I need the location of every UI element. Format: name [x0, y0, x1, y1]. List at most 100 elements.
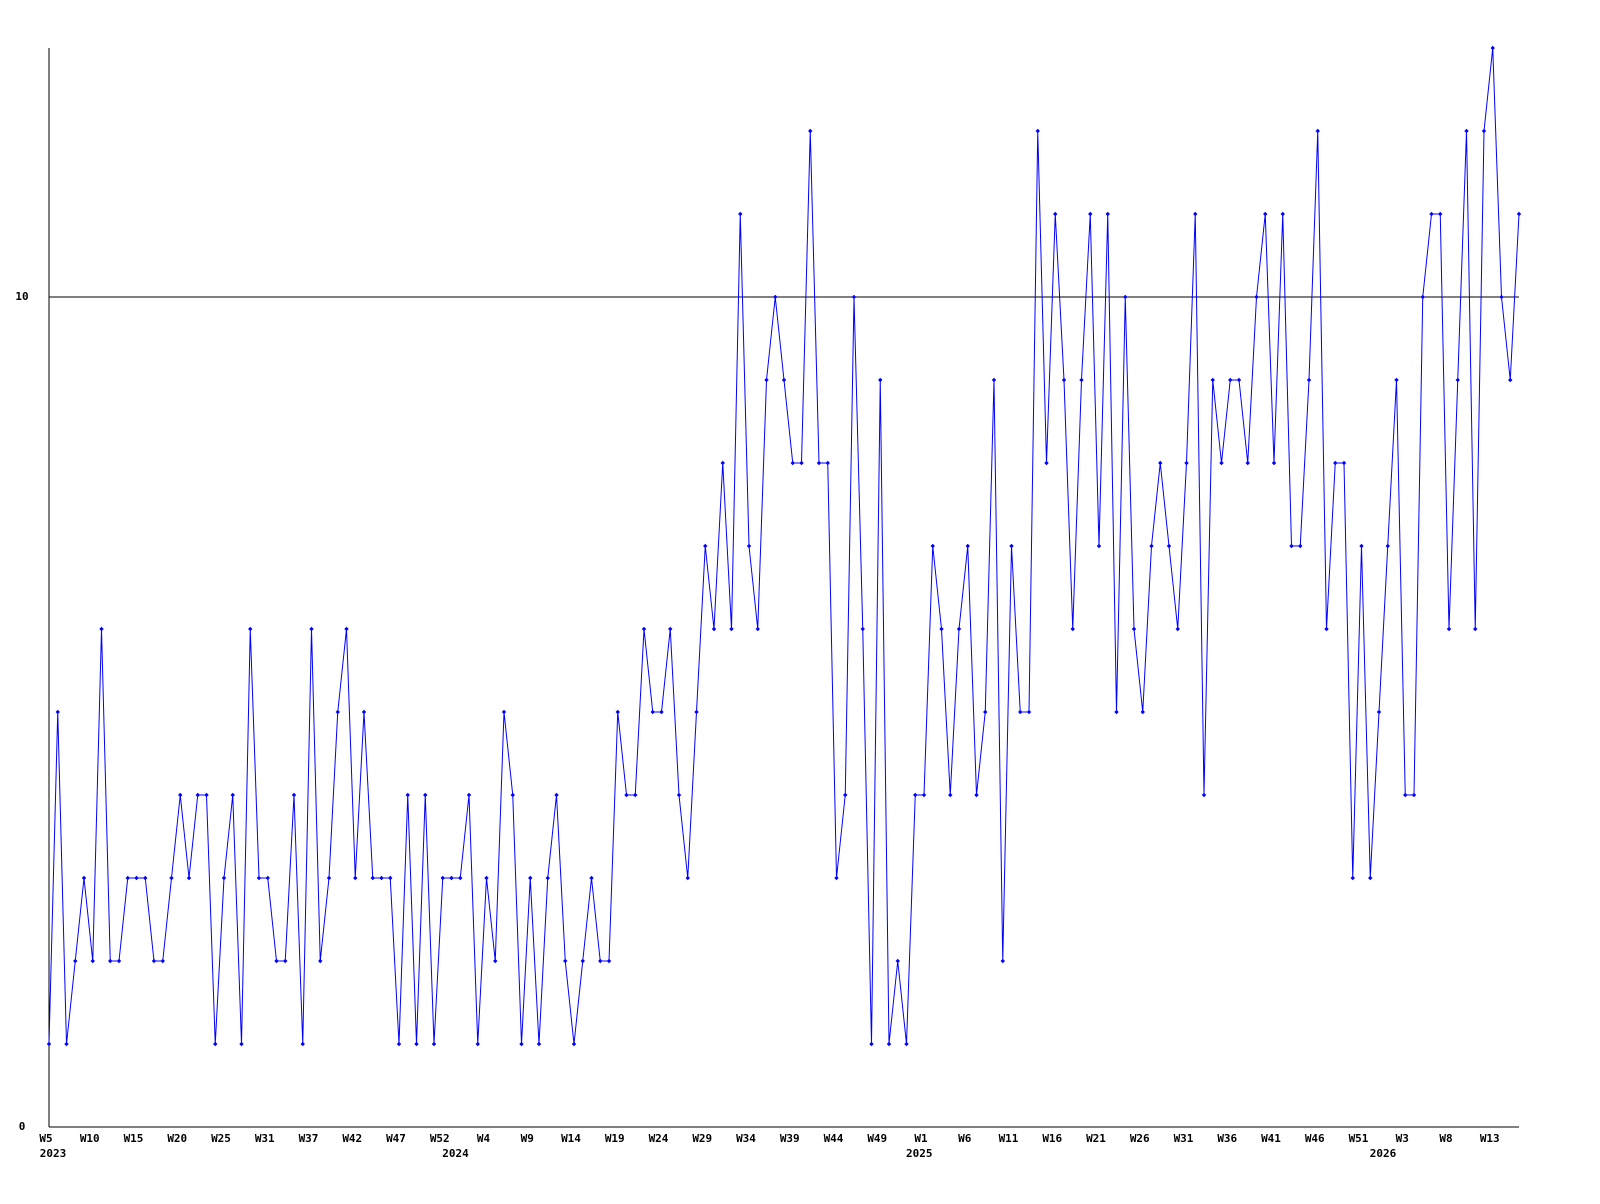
data-point: [64, 1041, 69, 1047]
data-point: [423, 792, 428, 798]
data-point: [1061, 377, 1067, 383]
data-point: [195, 792, 200, 798]
data-point: [99, 626, 104, 632]
x-tick-label: W42: [342, 1132, 362, 1145]
data-point: [1280, 211, 1285, 217]
data-point: [431, 1041, 437, 1047]
data-point: [1053, 211, 1058, 217]
data-point: [440, 875, 445, 881]
data-point: [46, 1041, 52, 1047]
data-point: [1201, 792, 1207, 798]
x-tick-label: W24: [649, 1132, 669, 1145]
data-point: [1411, 792, 1417, 798]
data-point: [685, 875, 690, 881]
y-tick-label: 0: [19, 1120, 26, 1133]
x-tick-label: W25: [211, 1132, 231, 1145]
data-point: [615, 709, 620, 715]
data-point: [939, 626, 944, 632]
data-point: [1131, 626, 1137, 632]
data-point: [1473, 626, 1478, 632]
data-point: [1088, 211, 1093, 217]
x-tick-label: W52: [430, 1132, 450, 1145]
data-point: [921, 792, 927, 798]
data-point: [90, 958, 95, 964]
data-point: [1254, 294, 1259, 300]
data-point: [1376, 709, 1382, 715]
data-point: [1516, 211, 1522, 217]
data-point: [860, 626, 865, 632]
data-point: [318, 958, 323, 964]
data-point: [1271, 460, 1277, 466]
data-point: [1508, 377, 1513, 383]
data-point: [1420, 294, 1425, 300]
data-point: [1359, 543, 1364, 549]
x-tick-label: W36: [1217, 1132, 1237, 1145]
data-point: [536, 1041, 542, 1047]
data-point: [1341, 460, 1347, 466]
data-point: [738, 211, 743, 217]
x-tick-label: W10: [80, 1132, 100, 1145]
year-label: 2026: [1370, 1147, 1397, 1160]
x-tick-label: W49: [867, 1132, 887, 1145]
x-tick-label: W51: [1349, 1132, 1369, 1145]
data-point: [405, 792, 410, 798]
data-point: [1333, 460, 1338, 466]
data-point: [1009, 543, 1014, 549]
x-tick-label: W19: [605, 1132, 625, 1145]
x-tick-label: W31: [1174, 1132, 1194, 1145]
data-point: [799, 460, 804, 466]
data-point: [125, 875, 130, 881]
data-point: [256, 875, 262, 881]
data-point: [1289, 543, 1294, 549]
data-point: [1306, 377, 1312, 383]
data-point: [248, 626, 253, 632]
data-point: [1236, 377, 1242, 383]
data-point: [1044, 460, 1049, 466]
data-point: [501, 709, 507, 715]
data-point: [1079, 377, 1084, 383]
data-point: [948, 792, 953, 798]
data-point: [1210, 377, 1215, 383]
data-point: [1368, 875, 1373, 881]
data-point: [1166, 543, 1172, 549]
data-point: [1403, 792, 1408, 798]
data-point: [563, 958, 568, 964]
data-point: [1070, 626, 1075, 632]
data-point: [379, 875, 384, 881]
y-tick-label: 10: [15, 290, 28, 303]
data-point: [1184, 460, 1189, 466]
data-point: [554, 792, 559, 798]
data-point: [974, 792, 979, 798]
data-point: [904, 1041, 909, 1047]
year-label: 2023: [40, 1147, 67, 1160]
data-point: [1499, 294, 1504, 300]
data-point: [650, 709, 655, 715]
data-point: [965, 543, 970, 549]
data-point: [1455, 377, 1460, 383]
data-point: [169, 875, 174, 881]
data-point: [606, 958, 612, 964]
data-point: [484, 875, 489, 881]
data-point: [1105, 211, 1110, 217]
x-tick-label: W4: [477, 1132, 491, 1145]
x-tick-label: W26: [1130, 1132, 1150, 1145]
data-point: [598, 958, 603, 964]
x-tick-label: W21: [1086, 1132, 1106, 1145]
data-point: [265, 875, 270, 881]
data-point: [694, 709, 699, 715]
data-point: [510, 792, 515, 798]
data-point: [843, 792, 848, 798]
data-point: [55, 709, 60, 715]
data-point: [274, 958, 279, 964]
data-point: [886, 1041, 892, 1047]
data-point: [1219, 460, 1224, 466]
data-point: [983, 709, 988, 715]
data-point: [221, 875, 227, 881]
data-point: [641, 626, 647, 632]
data-point: [1324, 626, 1329, 632]
data-point: [659, 709, 664, 715]
data-point: [1481, 128, 1487, 134]
data-point: [300, 1041, 305, 1047]
data-point: [913, 792, 918, 798]
data-point: [624, 792, 629, 798]
